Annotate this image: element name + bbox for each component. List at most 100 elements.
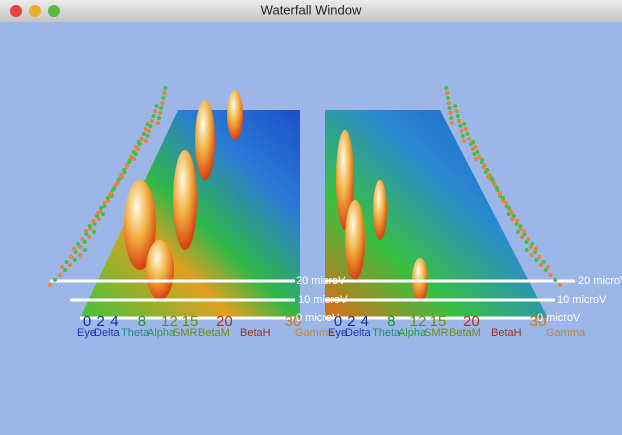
- dot: [506, 212, 511, 216]
- dot: [539, 263, 543, 267]
- dot: [95, 214, 100, 218]
- dot: [490, 178, 495, 182]
- frequency-tick: 4: [110, 313, 118, 330]
- left-surface: [80, 90, 300, 318]
- dot: [99, 206, 104, 210]
- dot: [151, 114, 156, 118]
- band-label: Delta: [345, 327, 372, 339]
- level-label: 20 microV: [296, 275, 346, 287]
- dot: [92, 222, 97, 226]
- dot: [501, 196, 505, 200]
- band-label: BetaH: [240, 327, 271, 339]
- frequency-tick: 30: [530, 313, 547, 330]
- frequency-tick: 15: [182, 313, 199, 330]
- dot: [83, 248, 87, 252]
- dot: [455, 114, 460, 118]
- dot: [453, 104, 458, 108]
- dot: [145, 122, 150, 126]
- dot: [87, 235, 92, 239]
- dot: [511, 214, 516, 218]
- dot: [53, 278, 57, 282]
- dot: [445, 91, 450, 95]
- frequency-tick: 8: [138, 313, 146, 330]
- dot: [154, 104, 159, 108]
- dot: [507, 206, 511, 210]
- dot: [534, 258, 539, 262]
- dot: [158, 111, 163, 115]
- dot: [82, 240, 87, 244]
- dot: [475, 150, 480, 154]
- dot: [91, 219, 96, 223]
- dot: [160, 101, 165, 105]
- dot: [463, 127, 468, 131]
- dot: [447, 106, 452, 110]
- level-lines: [50, 279, 575, 320]
- band-label: Eye: [77, 327, 96, 339]
- dot: [91, 230, 96, 234]
- frequency-tick: 4: [360, 313, 368, 330]
- dot: [458, 124, 463, 128]
- dot: [73, 250, 78, 254]
- band-label: Gamma: [295, 327, 335, 339]
- dot: [139, 137, 144, 141]
- dot: [518, 224, 523, 228]
- band-label: Alpha: [147, 327, 176, 339]
- dot: [63, 268, 67, 272]
- dot: [110, 188, 115, 192]
- dot: [144, 139, 148, 143]
- dot: [135, 147, 140, 151]
- dot: [495, 188, 500, 192]
- band-label: SMR: [424, 327, 449, 339]
- zoom-button[interactable]: [48, 5, 60, 17]
- dot: [445, 96, 450, 100]
- band-label: BetaH: [491, 327, 522, 339]
- dot: [84, 229, 88, 233]
- frequency-tick: 30: [285, 313, 302, 330]
- dot: [163, 86, 168, 90]
- dot: [522, 232, 527, 236]
- dot: [73, 258, 77, 262]
- dot: [80, 237, 85, 241]
- dot: [133, 152, 138, 156]
- dot: [479, 160, 484, 164]
- dot: [58, 273, 62, 277]
- dot: [147, 129, 151, 133]
- dot: [449, 116, 454, 120]
- minimize-button[interactable]: [29, 5, 41, 17]
- dot: [68, 263, 72, 267]
- dot: [529, 253, 534, 257]
- band-label: Theta: [121, 327, 150, 339]
- dot: [105, 196, 110, 200]
- title-bar: [0, 0, 622, 22]
- dot: [78, 253, 82, 257]
- dot: [457, 119, 461, 123]
- dot: [522, 229, 526, 233]
- dot: [534, 247, 538, 251]
- dot: [462, 122, 467, 126]
- dot: [148, 124, 153, 128]
- dot: [486, 175, 490, 179]
- dot: [124, 165, 129, 169]
- dot: [498, 193, 502, 197]
- dot: [468, 142, 473, 146]
- dot: [553, 278, 558, 282]
- dot: [102, 204, 107, 208]
- dot: [122, 170, 127, 174]
- dot: [127, 160, 132, 164]
- dot: [558, 283, 562, 287]
- dot: [472, 152, 477, 156]
- dot: [153, 109, 157, 113]
- dot: [60, 265, 64, 269]
- dot: [515, 230, 520, 234]
- level-label: 10 microV: [557, 294, 607, 306]
- dot: [137, 142, 142, 146]
- dot: [515, 219, 520, 223]
- dot: [546, 265, 550, 269]
- close-button[interactable]: [10, 5, 22, 17]
- dot: [106, 199, 111, 203]
- dot: [76, 242, 81, 246]
- dot: [84, 232, 89, 236]
- level-label: 0 microV: [537, 312, 581, 324]
